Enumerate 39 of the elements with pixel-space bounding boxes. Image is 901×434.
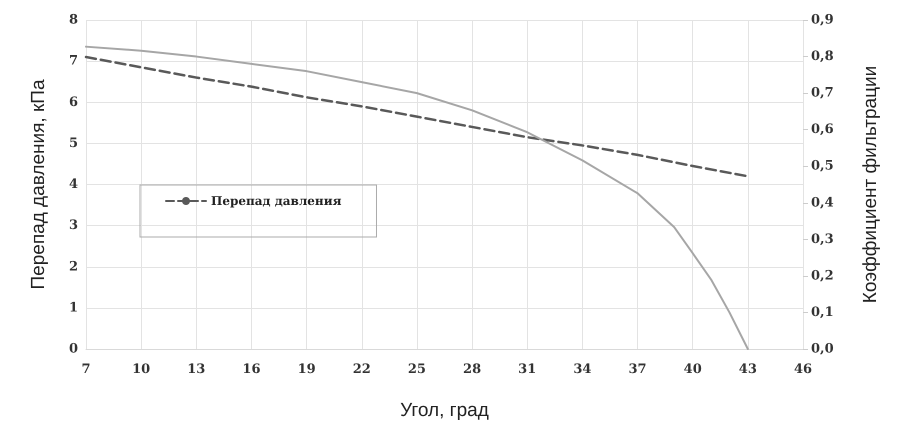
x-tick-label: 40 bbox=[684, 362, 702, 377]
line-series bbox=[84, 56, 750, 178]
y-tick-label: 0 bbox=[68, 342, 78, 356]
y2-tick-label: 0,8 bbox=[811, 49, 834, 64]
y-tick-label: 8 bbox=[68, 12, 78, 28]
x-tick-label: 34 bbox=[573, 362, 592, 377]
x-tick-label: 16 bbox=[242, 362, 261, 377]
y2-tick-label: 0,7 bbox=[811, 86, 834, 101]
x-tick-label: 25 bbox=[408, 362, 426, 377]
x-tick-label: 28 bbox=[463, 362, 482, 377]
y-tick-label: 2 bbox=[68, 259, 78, 274]
y-tick-label: 6 bbox=[68, 94, 78, 110]
x-tick-label: 10 bbox=[132, 362, 150, 377]
y2-tick-label: 0,1 bbox=[811, 304, 834, 320]
y2-tick-label: 0,0 bbox=[811, 342, 834, 356]
x-tick-label: 7 bbox=[81, 362, 91, 377]
x-axis-title: Угол, град bbox=[400, 400, 489, 421]
y-axis-title: Перепад давления, кПа bbox=[28, 79, 49, 290]
y-tick-label: 1 bbox=[68, 300, 78, 316]
x-tick-label: 13 bbox=[187, 362, 206, 377]
y2-tick-label: 0,6 bbox=[811, 122, 834, 138]
x-tick-label: 22 bbox=[352, 362, 371, 377]
line-series bbox=[85, 46, 749, 350]
x-tick-label: 46 bbox=[794, 362, 812, 377]
y2-tick-label: 0,4 bbox=[811, 195, 834, 210]
x-tick-label: 19 bbox=[298, 362, 316, 377]
y-tick-label: 5 bbox=[68, 136, 78, 151]
y2-axis-title: Коэффициент фильтрации bbox=[860, 66, 881, 304]
y2-tick-label: 0,9 bbox=[811, 12, 834, 28]
y-tick-label: 7 bbox=[68, 54, 78, 69]
y2-tick-label: 0,2 bbox=[811, 268, 834, 284]
legend-label: Перепад давления bbox=[211, 194, 342, 208]
y-tick-label: 4 bbox=[68, 177, 78, 192]
x-tick-label: 43 bbox=[738, 362, 757, 377]
y2-tick-label: 0,5 bbox=[811, 158, 834, 174]
y2-tick-label: 0,3 bbox=[811, 232, 834, 247]
x-tick-label: 31 bbox=[518, 362, 536, 377]
x-tick-label: 37 bbox=[628, 362, 647, 377]
y-tick-label: 3 bbox=[68, 218, 78, 234]
